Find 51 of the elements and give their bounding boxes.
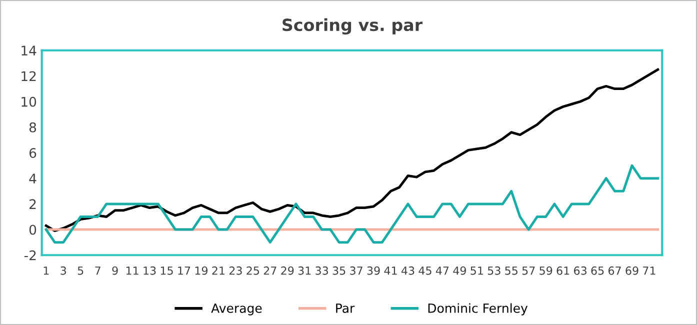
y-tick-label: 4 <box>29 174 36 184</box>
y-tick-label: 14 <box>22 46 36 56</box>
x-tick-label: 3 <box>60 266 66 275</box>
y-tick-label: 0 <box>29 224 36 235</box>
y-tick-label: 2 <box>30 199 36 209</box>
y-tick-label: 8 <box>29 122 36 132</box>
legend-label: Average <box>211 304 262 316</box>
x-tick-label: 35 <box>332 266 346 275</box>
x-tick-label: 45 <box>418 266 432 275</box>
x-tick-label: 63 <box>574 266 586 275</box>
x-tick-label: 47 <box>436 266 449 275</box>
line-series <box>44 68 660 232</box>
x-tick-label: 57 <box>522 266 535 275</box>
x-tick-label: 27 <box>264 266 276 275</box>
x-tick-label: 55 <box>505 266 518 275</box>
x-tick-label: 51 <box>470 266 483 275</box>
y-tick-label: -2 <box>24 250 36 260</box>
x-tick-label: 17 <box>178 266 190 275</box>
x-tick-label: 9 <box>112 266 118 275</box>
x-tick-label: 53 <box>488 266 500 275</box>
line-series <box>44 164 660 244</box>
legend-label: Dominic Fernley <box>428 303 528 316</box>
chart-title: Scoring vs. par <box>282 18 423 35</box>
x-tick-label: 25 <box>246 266 260 275</box>
x-tick-label: 43 <box>401 266 414 275</box>
legend-label: Par <box>336 304 355 313</box>
x-tick-label: 21 <box>212 266 224 275</box>
x-tick-label: 15 <box>160 266 173 275</box>
x-tick-label: 33 <box>316 266 328 275</box>
x-tick-label: 41 <box>384 266 397 275</box>
x-tick-label: 37 <box>350 266 362 275</box>
x-tick-label: 13 <box>144 266 156 275</box>
x-tick-label: 1 <box>44 266 49 275</box>
x-tick-label: 49 <box>453 266 466 275</box>
x-tick-label: 69 <box>626 266 638 275</box>
x-tick-label: 31 <box>298 266 311 275</box>
x-tick-label: 71 <box>643 266 656 275</box>
x-tick-label: 65 <box>591 266 604 275</box>
x-tick-label: 29 <box>281 266 294 275</box>
x-tick-label: 5 <box>78 266 84 275</box>
x-tick-label: 39 <box>367 266 380 275</box>
y-tick-label: 12 <box>22 71 36 81</box>
x-tick-label: 67 <box>608 266 621 275</box>
x-tick-label: 7 <box>95 266 100 275</box>
y-tick-label: 10 <box>22 96 36 107</box>
x-tick-label: 61 <box>556 266 570 275</box>
x-tick-label: 23 <box>229 266 242 275</box>
x-tick-label: 59 <box>540 266 552 275</box>
y-tick-label: 6 <box>29 148 36 158</box>
x-tick-label: 19 <box>195 266 208 275</box>
x-tick-label: 11 <box>126 266 138 275</box>
